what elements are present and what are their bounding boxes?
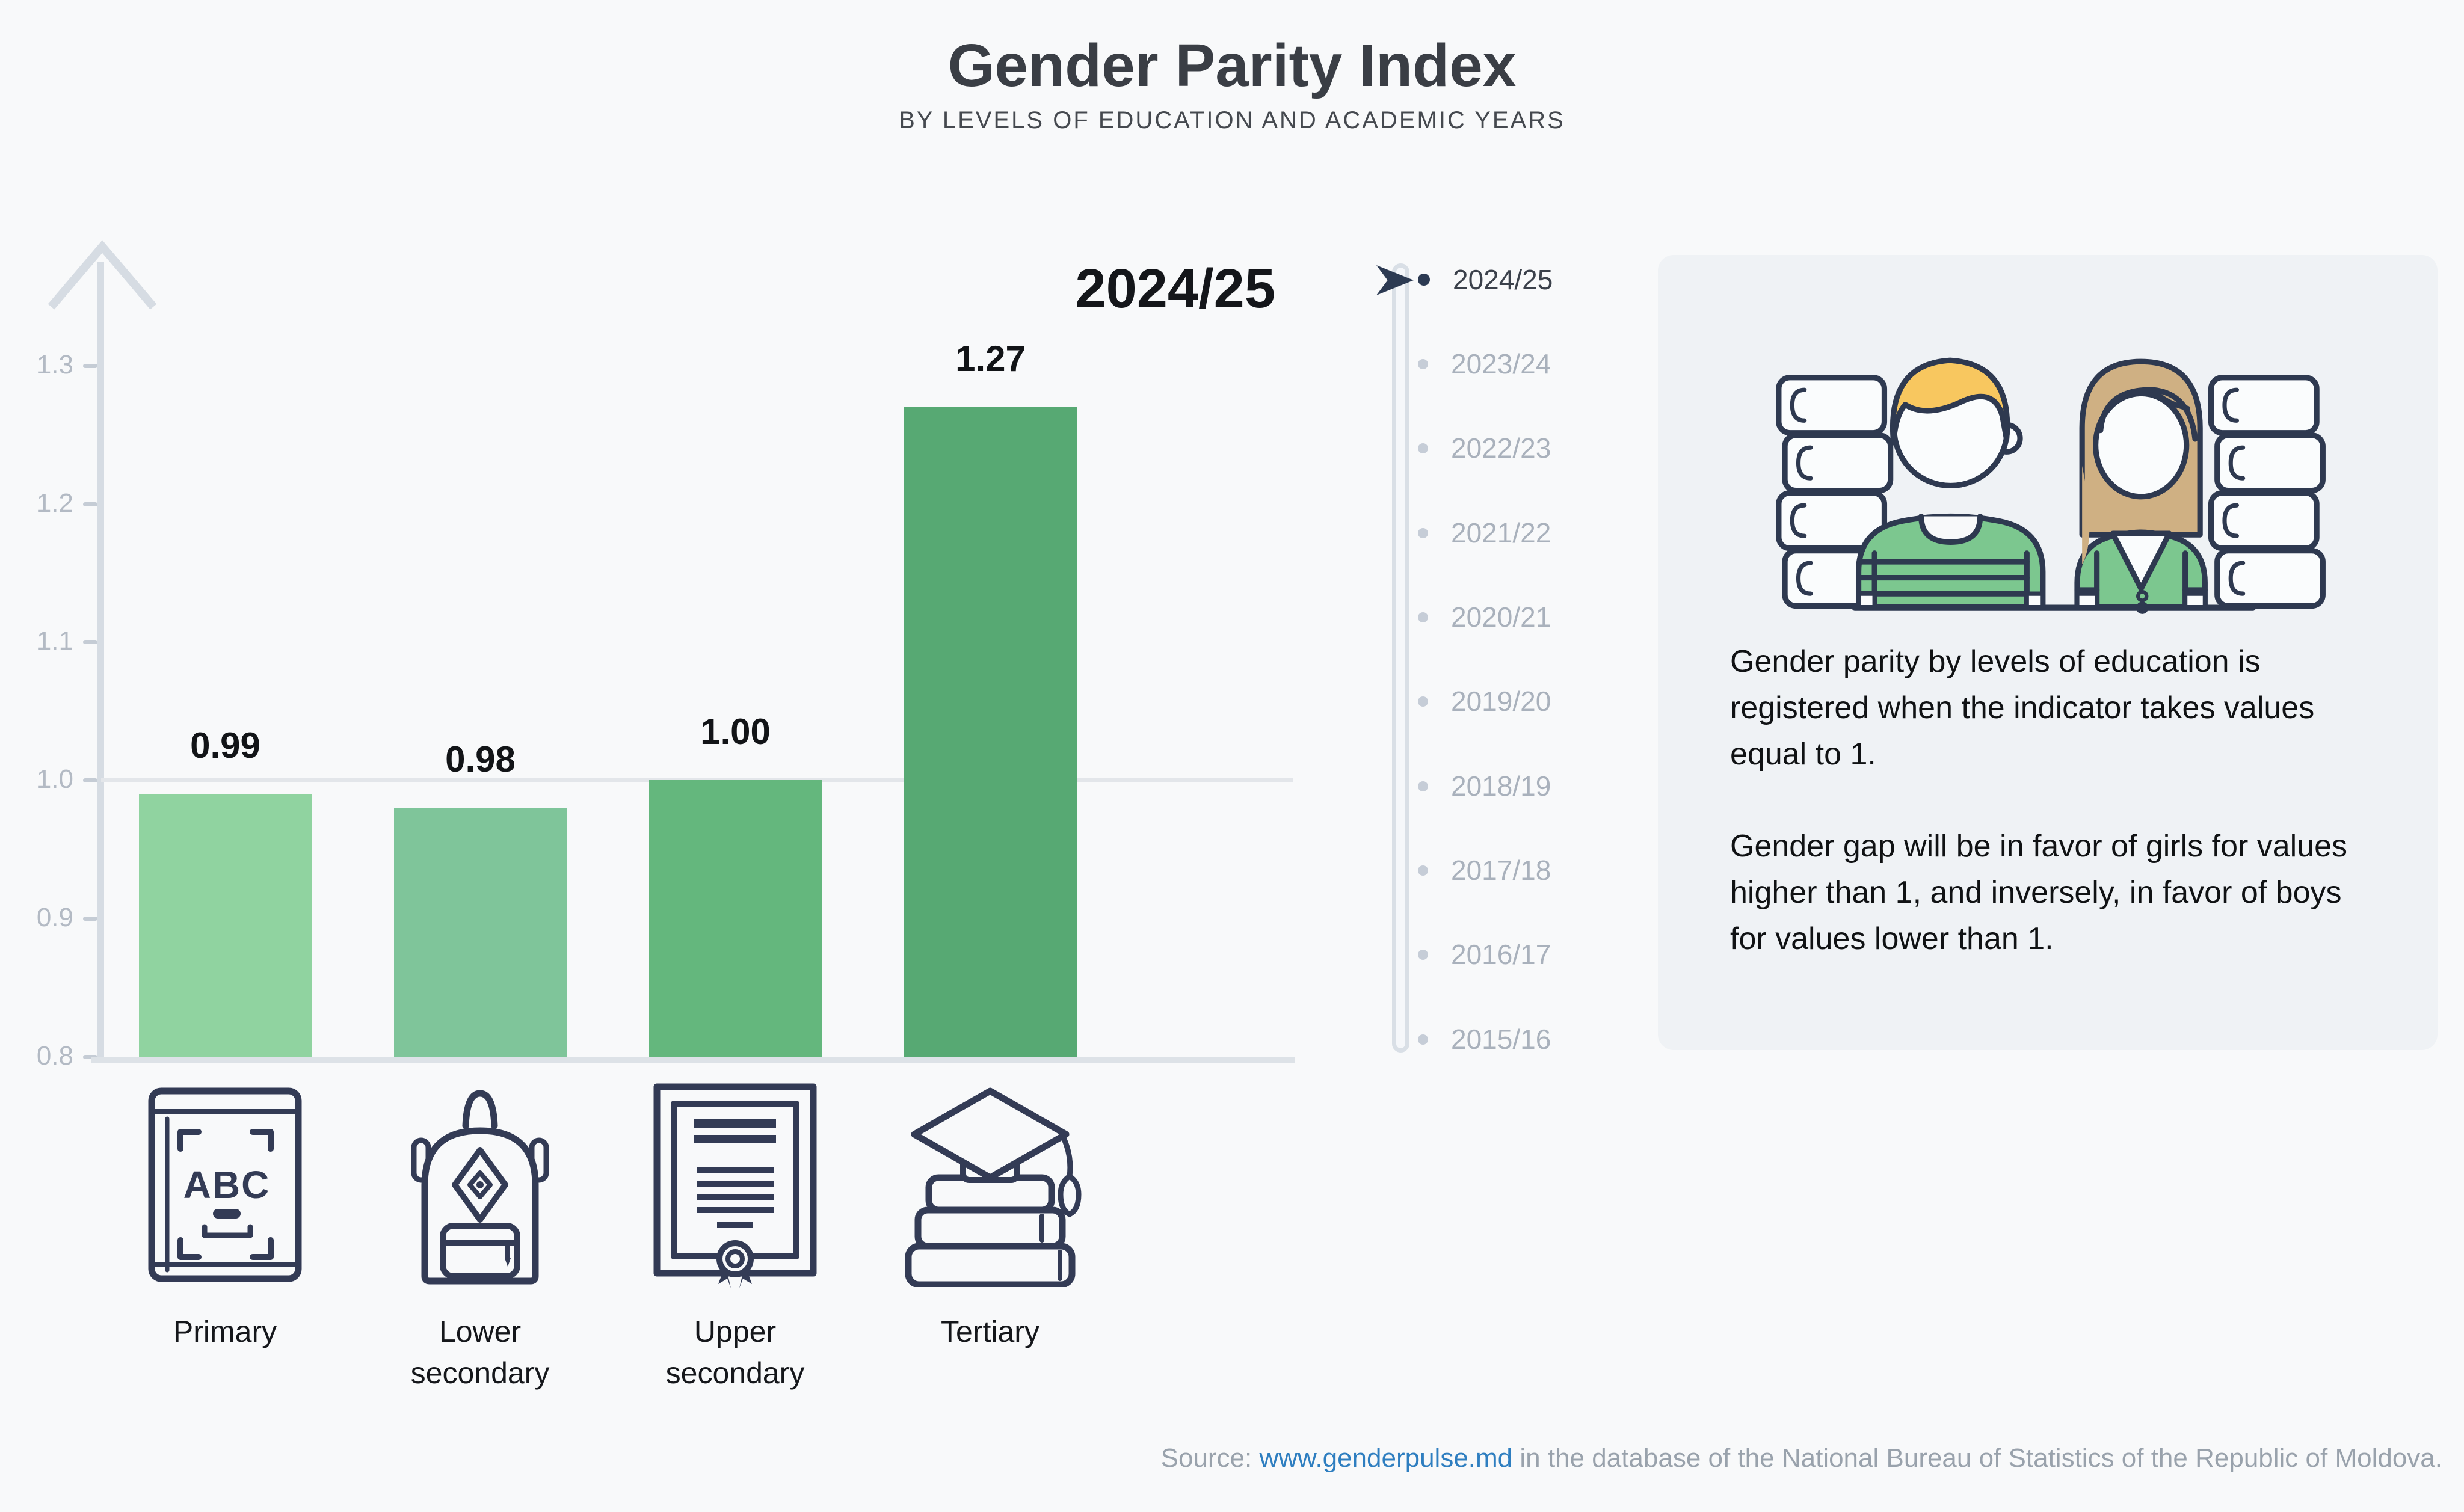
timeline-dot [1418, 1034, 1428, 1045]
timeline-dot [1418, 358, 1428, 369]
timeline-dot [1418, 781, 1428, 791]
bar-value-tertiary: 1.27 [955, 339, 1026, 379]
year-timeline-track[interactable] [1392, 263, 1409, 1053]
y-tick-label: 1.0 [36, 764, 73, 794]
timeline-year-2023-24[interactable]: 2023/24 [1418, 343, 1551, 385]
y-axis-arrow-icon [48, 240, 157, 310]
y-tick [83, 778, 97, 782]
y-tick [83, 502, 97, 506]
timeline-year-2019-20[interactable]: 2019/20 [1418, 680, 1551, 722]
timeline-year-2018-19[interactable]: 2018/19 [1418, 765, 1551, 807]
bar-value-upper-secondary: 1.00 [700, 711, 771, 752]
selected-year-label: 2024/25 [1075, 258, 1275, 319]
bar-upper-secondary[interactable] [649, 780, 822, 1057]
boy-figure [1855, 357, 2046, 610]
y-tick-label: 0.9 [36, 903, 73, 932]
bar-value-primary: 0.99 [190, 725, 260, 766]
page-subtitle: BY LEVELS OF EDUCATION AND ACADEMIC YEAR… [899, 107, 1565, 134]
svg-text:ABC: ABC [183, 1163, 271, 1206]
books-graduation-cap-icon [905, 1087, 1082, 1287]
y-tick [83, 1055, 97, 1059]
y-tick-label: 1.3 [36, 350, 73, 380]
category-label-upper-secondary: Upper secondary [665, 1315, 805, 1390]
timeline-dot [1418, 865, 1428, 876]
y-tick [83, 640, 97, 644]
y-tick-label: 0.8 [36, 1041, 73, 1071]
timeline-year-2022-23[interactable]: 2022/23 [1418, 427, 1551, 469]
category-label-tertiary: Tertiary [941, 1315, 1040, 1348]
reference-gridline-1.0 [101, 778, 1293, 782]
timeline-dot [1418, 443, 1428, 453]
timeline-year-2020-21[interactable]: 2020/21 [1418, 596, 1551, 638]
bar-lower-secondary[interactable] [394, 808, 567, 1057]
timeline-year-2015-16[interactable]: 2015/16 [1418, 1018, 1551, 1060]
y-axis-line [97, 262, 104, 1063]
explanation-panel: Gender parity by levels of education is … [1658, 255, 2438, 1050]
right-book-stack [2208, 375, 2326, 609]
diploma-icon [653, 1083, 817, 1288]
timeline-year-2016-17[interactable]: 2016/17 [1418, 933, 1551, 976]
panel-paragraph-2: Gender gap will be in favor of girls for… [1730, 829, 2348, 956]
bar-primary[interactable] [139, 794, 312, 1057]
timeline-dot [1418, 274, 1430, 286]
timeline-dot [1418, 696, 1428, 707]
page-title: Gender Parity Index [947, 32, 1517, 99]
girl-figure [2074, 358, 2208, 614]
y-tick [83, 917, 97, 921]
category-label-primary: Primary [173, 1315, 277, 1348]
backpack-icon [411, 1090, 549, 1285]
x-axis-baseline [91, 1057, 1295, 1063]
timeline-year-2017-18[interactable]: 2017/18 [1418, 849, 1551, 891]
category-label-lower-secondary: Lower secondary [410, 1315, 550, 1390]
timeline-dot [1418, 949, 1428, 960]
bar-value-lower-secondary: 0.98 [445, 739, 516, 779]
y-tick-label: 1.2 [36, 488, 73, 518]
timeline-year-2021-22[interactable]: 2021/22 [1418, 512, 1551, 554]
abc-book-icon: ABC [148, 1087, 302, 1282]
y-tick [83, 364, 97, 368]
timeline-dot [1418, 612, 1428, 622]
bar-tertiary[interactable] [904, 407, 1077, 1057]
source-prefix: Source: [1160, 1443, 1252, 1473]
timeline-year-2024-25[interactable]: 2024/25 [1418, 259, 1553, 301]
source-link[interactable]: www.genderpulse.md [1259, 1443, 1513, 1473]
source-line: Source: www.genderpulse.md in the databa… [1161, 1443, 2442, 1474]
source-suffix: in the database of the National Bureau o… [1520, 1443, 2442, 1473]
y-tick-label: 1.1 [36, 626, 73, 656]
students-books-illustration [1776, 357, 2326, 614]
panel-paragraph-1: Gender parity by levels of education is … [1730, 644, 2315, 772]
timeline-dot [1418, 527, 1428, 538]
